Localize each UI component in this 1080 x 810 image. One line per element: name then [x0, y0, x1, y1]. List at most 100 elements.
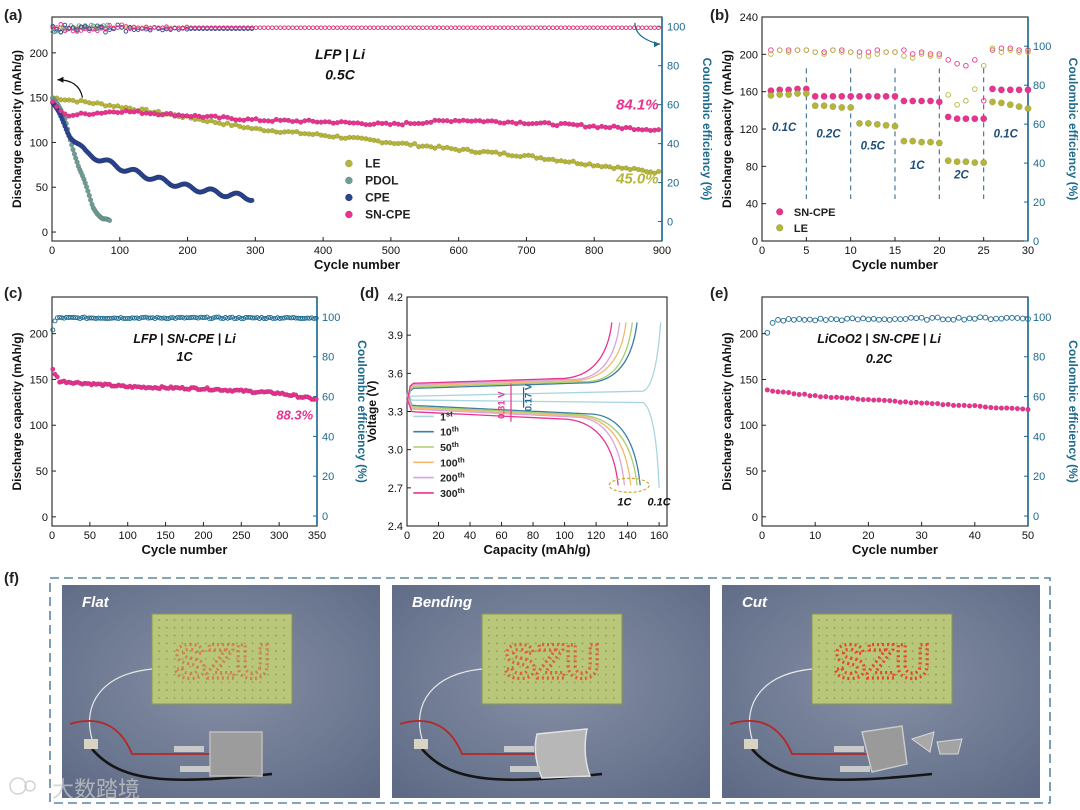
SN-CPE-ce-point [70, 28, 76, 34]
y2-tick-label: 100 [1033, 41, 1051, 53]
capacity-point [1004, 405, 1010, 411]
board-hole [236, 689, 238, 692]
SN-CPE-ce-point [188, 25, 194, 30]
SN-CPE-capacity-point [998, 86, 1005, 94]
y-tick-label: 100 [30, 137, 48, 149]
legend-label: 300th [440, 486, 465, 500]
ce-point [109, 315, 115, 321]
SN-CPE-ce-point [530, 25, 535, 30]
board-hole [896, 689, 898, 692]
board-hole [267, 689, 270, 692]
board-hole [573, 642, 576, 645]
board-hole [573, 619, 576, 621]
LE-capacity-point [436, 143, 442, 149]
board-hole [267, 681, 270, 684]
LE-ce-point [874, 51, 881, 57]
board-hole [542, 665, 545, 668]
board-hole [864, 619, 867, 621]
legend-label: 10th [440, 425, 459, 439]
board-hole [165, 697, 168, 699]
board-hole [833, 650, 836, 653]
board-hole [503, 665, 506, 668]
photo-strip: SZU Flat SZU Bending SZU Cut [62, 585, 1040, 798]
board-hole [566, 673, 568, 676]
x-tick-label: 0 [49, 245, 55, 257]
ce-point [817, 315, 824, 322]
SN-CPE-ce-point [542, 25, 547, 30]
ce-point [865, 316, 872, 323]
board-hole [488, 650, 490, 653]
ce-point [807, 316, 813, 323]
board-hole [935, 650, 937, 653]
y2-tick-label: 40 [322, 431, 334, 443]
board-hole [243, 650, 246, 653]
ce-point [88, 315, 94, 321]
board-hole [511, 697, 514, 699]
SN-CPE-ce-point [82, 26, 88, 32]
board-hole [251, 619, 254, 621]
capacity-point [871, 397, 877, 403]
board-hole [581, 634, 584, 637]
discharge-curve-10th [406, 392, 641, 486]
panel-letter-e: (e) [710, 285, 728, 302]
board-hole [825, 619, 828, 621]
board-hole [212, 642, 215, 645]
x-tick-label: 50 [1022, 530, 1034, 542]
SN-CPE-ce-point [359, 25, 364, 30]
x-tick-label: 250 [232, 530, 250, 542]
ce-point [129, 315, 135, 321]
board-hole [251, 642, 254, 645]
board-hole [243, 619, 246, 621]
board-hole [573, 673, 576, 676]
CPE-capacity-point [249, 197, 255, 204]
SN-CPE-ce-point [566, 25, 572, 30]
board-hole [589, 681, 592, 684]
y2-tick-label: 60 [667, 100, 679, 112]
board-hole [935, 681, 937, 684]
ce-point [177, 315, 183, 321]
legend-suffix: st [446, 409, 453, 418]
LE-capacity-point [501, 150, 507, 156]
ce-point [785, 316, 792, 322]
board-hole [165, 619, 168, 621]
board-hole [825, 697, 828, 699]
legend-number: 100 [440, 457, 458, 469]
board-hole [605, 697, 607, 699]
board-hole [927, 658, 930, 660]
CPE-ce-point [176, 27, 181, 32]
ce-point [57, 314, 63, 320]
ce-point [66, 315, 72, 320]
board-hole [864, 634, 867, 637]
ce-point [154, 314, 160, 320]
ce-point [91, 315, 97, 321]
board-hole [888, 689, 891, 692]
SN-CPE-capacity-point [989, 85, 996, 93]
board-hole [243, 673, 246, 676]
board-hole [927, 697, 930, 699]
SN-CPE-ce-point [180, 26, 186, 31]
board-hole [550, 665, 553, 668]
board-hole [597, 673, 600, 676]
SN-CPE-ce-point [270, 25, 275, 30]
board-hole [236, 697, 238, 699]
board-hole [566, 642, 568, 645]
board-hole [935, 697, 937, 699]
board-hole [880, 697, 883, 699]
SN-CPE-ce-point [461, 25, 466, 30]
board-hole [542, 634, 545, 637]
PDOL-ce-point [107, 25, 112, 30]
board-hole [612, 697, 615, 699]
ce-point [179, 314, 185, 320]
SN-CPE-capacity-point [865, 92, 872, 100]
board-hole [165, 689, 168, 692]
board-hole [573, 658, 576, 660]
arrow-head [57, 76, 64, 83]
SN-CPE-ce-point [652, 25, 657, 30]
SN-CPE-ce-point [436, 25, 442, 30]
board-hole [204, 697, 207, 699]
ce-point [84, 316, 90, 321]
LE-capacity-point [493, 149, 499, 155]
y2-tick-label: 40 [1033, 158, 1045, 170]
x-tick-label: 60 [495, 530, 507, 542]
board-hole [550, 626, 553, 629]
